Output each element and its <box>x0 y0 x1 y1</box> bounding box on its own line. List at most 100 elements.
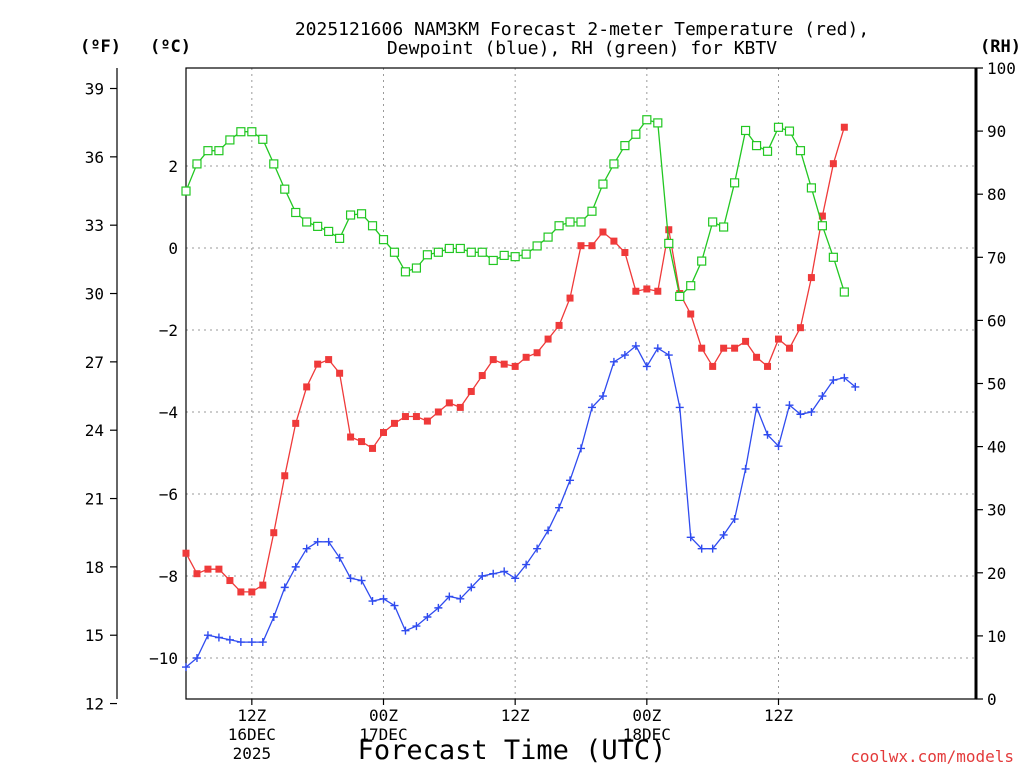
dewpoint-point <box>544 526 553 535</box>
axes: −10 −8 −6 −4 −2 0 2 12 15 18 21 24 27 30 33 36 39 0 10 20 30… <box>85 59 1016 763</box>
c-tick-label: −4 <box>159 403 178 422</box>
dewpoint-point <box>478 571 487 580</box>
temp-point <box>423 417 431 425</box>
temp-point <box>742 337 750 345</box>
temp-point <box>796 324 804 332</box>
dewpoint-point <box>302 544 311 553</box>
dewpoint-point <box>456 594 465 603</box>
rh-point <box>258 134 268 144</box>
rh-tick-label: 30 <box>987 501 1006 520</box>
rh-point <box>751 141 762 151</box>
temp-point <box>698 344 706 352</box>
temp-point <box>588 242 596 250</box>
temp-point <box>720 344 728 352</box>
rh-point <box>653 118 663 128</box>
dewpoint-point <box>807 407 816 416</box>
temp-point <box>369 444 377 452</box>
temp-point <box>401 413 409 421</box>
rh-point <box>181 186 191 196</box>
dewpoint-point <box>412 622 421 631</box>
temp-point <box>347 433 355 441</box>
temp-point <box>840 123 848 131</box>
rh-point <box>313 221 323 231</box>
temp-point <box>478 372 486 380</box>
rh-point <box>455 243 465 254</box>
dewpoint-point <box>236 638 245 647</box>
rh-point <box>411 263 422 273</box>
temp-point <box>643 285 651 293</box>
rh-point <box>400 267 411 277</box>
rh-point <box>839 287 849 297</box>
dewpoint-point <box>434 603 443 612</box>
temp-point <box>566 294 574 302</box>
rh-point <box>762 146 773 156</box>
rh-point <box>609 159 619 169</box>
f-tick-label: 15 <box>85 626 104 645</box>
temp-point <box>599 228 607 236</box>
rh-point <box>828 252 838 262</box>
rh-point <box>203 146 213 156</box>
rh-point <box>280 184 290 194</box>
temp-point <box>687 310 695 318</box>
temp-point <box>303 383 311 391</box>
dewpoint-point <box>489 569 498 578</box>
x-tick-date: 17DEC <box>359 725 407 744</box>
dewpoint-point <box>379 594 388 603</box>
dewpoint-point <box>368 597 377 606</box>
temp-point <box>731 344 739 352</box>
temp-series-line <box>185 127 845 593</box>
temp-point <box>215 565 223 573</box>
dewpoint-point <box>225 635 234 644</box>
rh-tick-label: 20 <box>987 564 1006 583</box>
rh-point <box>620 141 630 151</box>
dewpoint-point <box>335 553 344 562</box>
rh-point <box>686 281 696 291</box>
temp-point <box>555 321 563 329</box>
temp-point <box>632 287 640 295</box>
rh-tick-label: 50 <box>987 375 1006 394</box>
rh-point <box>335 233 345 243</box>
f-tick-label: 30 <box>85 285 104 304</box>
rh-point <box>389 247 400 257</box>
rh-point <box>587 206 597 216</box>
credit-text: coolwx.com/models <box>850 747 1014 766</box>
temp-point <box>193 570 201 578</box>
dewpoint-point <box>357 576 366 585</box>
dewpoint-point <box>851 382 860 391</box>
temp-point <box>445 399 453 407</box>
dewpoint-point <box>214 633 223 642</box>
dewpoint-point <box>675 403 684 412</box>
rh-point <box>708 217 718 227</box>
temp-point <box>281 472 289 480</box>
temp-point <box>818 212 826 220</box>
dewpoint-point <box>313 537 322 546</box>
temp-point <box>248 588 256 596</box>
dewpoint-point <box>697 544 706 553</box>
rh-point <box>225 135 235 145</box>
c-tick-label: −6 <box>159 485 178 504</box>
rh-tick-label: 100 <box>987 59 1016 78</box>
f-tick-label: 27 <box>85 353 104 372</box>
dewpoint-point <box>291 562 300 571</box>
rh-point <box>510 252 520 262</box>
temp-point <box>775 335 782 343</box>
temp-point <box>500 360 508 368</box>
dewpoint-point <box>566 476 575 485</box>
rh-point <box>554 221 564 231</box>
dewpoint-point <box>511 574 520 583</box>
rh-point <box>214 146 224 156</box>
temp-point <box>226 577 234 585</box>
rh-point <box>565 217 575 227</box>
rh-point <box>521 249 531 259</box>
temp-point <box>314 360 322 368</box>
rh-point <box>302 217 312 227</box>
rh-point <box>367 221 378 231</box>
dewpoint-point <box>708 544 717 553</box>
f-tick-label: 39 <box>85 80 104 99</box>
rh-point <box>345 210 356 220</box>
x-tick-label: 12Z <box>501 706 530 725</box>
x-tick-label: 00Z <box>632 706 661 725</box>
dewpoint-point <box>730 515 739 524</box>
temp-point <box>390 419 398 427</box>
rh-point <box>236 127 246 137</box>
